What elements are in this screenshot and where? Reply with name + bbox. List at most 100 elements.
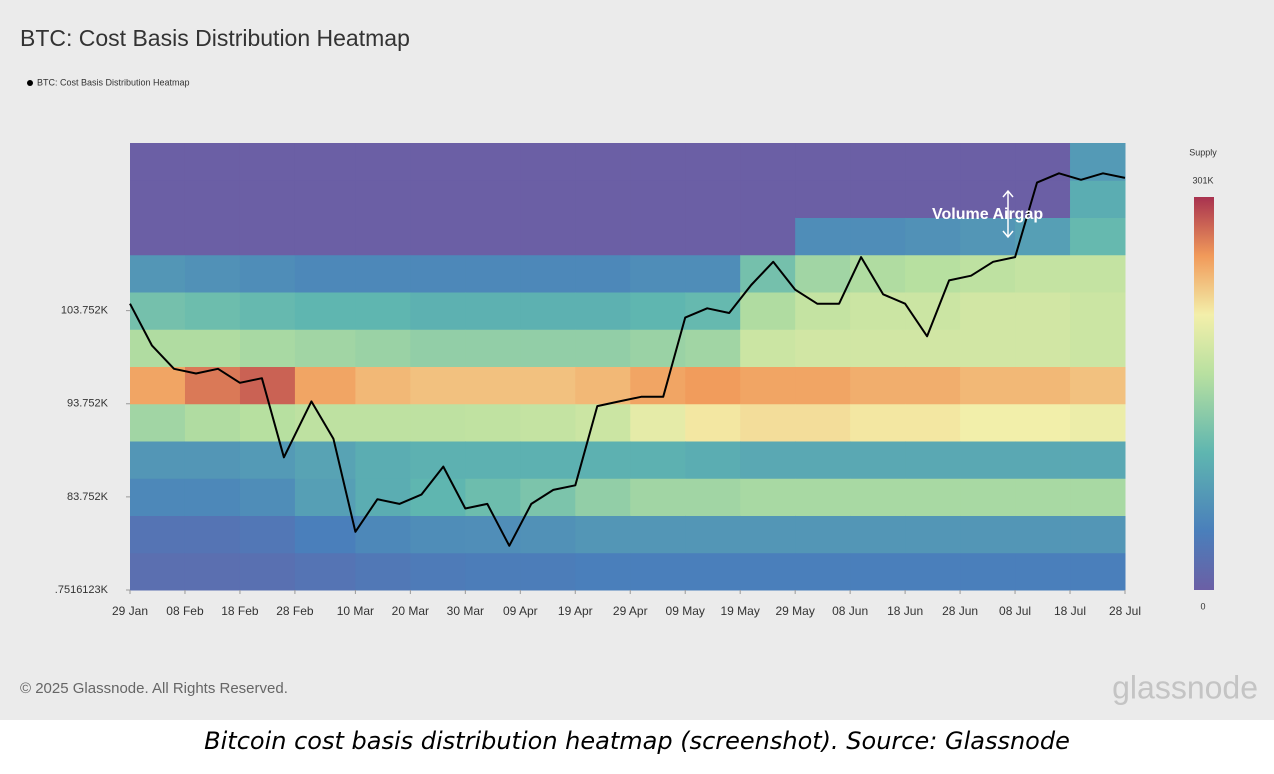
heatmap-cell — [960, 552, 1016, 591]
heatmap-cell — [410, 366, 466, 405]
heatmap-cell — [685, 515, 741, 554]
heatmap-cell — [850, 292, 906, 330]
heatmap-cell — [740, 143, 796, 181]
heatmap-cell — [355, 329, 411, 367]
heatmap-cell — [520, 180, 576, 218]
x-tick-label: 09 May — [666, 604, 705, 618]
heatmap-cell — [795, 552, 851, 591]
heatmap-cell — [355, 515, 411, 554]
heatmap-cell — [520, 329, 576, 367]
heatmap-cell — [960, 366, 1016, 405]
colorbar-title: Supply — [1189, 147, 1217, 157]
heatmap-cell — [465, 292, 521, 330]
heatmap-cell — [465, 478, 521, 516]
heatmap-cell — [294, 403, 356, 442]
heatmap-cell — [850, 366, 906, 405]
heatmap-cell — [130, 552, 186, 591]
heatmap-cell — [575, 143, 631, 181]
heatmap-cell — [1015, 403, 1071, 442]
heatmap-cell — [410, 403, 466, 442]
heatmap-cell — [239, 552, 296, 591]
heatmap-cell — [740, 552, 796, 591]
axes: .7516123K 83.752K 93.752K 103.752K 29 Jan 08 … — [55, 172, 1141, 618]
legend-label: BTC: Cost Basis Distribution Heatmap — [37, 77, 190, 87]
heatmap-cell — [355, 292, 411, 330]
heatmap-cell — [685, 254, 741, 293]
heatmap-cell — [465, 441, 521, 479]
heatmap-cell — [685, 180, 741, 218]
heatmap-cell — [850, 552, 906, 591]
footer: © 2025 Glassnode. All Rights Reserved. — [20, 680, 288, 697]
heatmap-cell — [410, 515, 466, 554]
heatmap-cell — [630, 217, 686, 256]
heatmap-cell — [355, 552, 411, 591]
heatmap-cell — [960, 217, 1016, 256]
heatmap-cell — [130, 329, 186, 367]
heatmap-cell — [465, 329, 521, 367]
heatmap — [130, 143, 1126, 591]
heatmap-cell — [795, 143, 851, 181]
caption: Bitcoin cost basis distribution heatmap … — [204, 727, 1070, 755]
heatmap-cell — [520, 515, 576, 554]
heatmap-cell — [294, 180, 356, 218]
heatmap-cell — [575, 254, 631, 293]
heatmap-cell — [1070, 254, 1126, 293]
heatmap-cell — [740, 180, 796, 218]
heatmap-cell — [294, 292, 356, 330]
heatmap-cell — [294, 478, 356, 516]
heatmap-cell — [960, 254, 1016, 293]
heatmap-cell — [184, 552, 241, 591]
heatmap-cell — [130, 254, 186, 293]
heatmap-cell — [239, 292, 296, 330]
heatmap-cell — [410, 143, 466, 181]
heatmap-cell — [1015, 329, 1071, 367]
heatmap-cell — [630, 403, 686, 442]
heatmap-cell — [685, 292, 741, 330]
heatmap-cell — [239, 478, 296, 516]
heatmap-cell — [520, 478, 576, 516]
heatmap-cell — [795, 254, 851, 293]
heatmap-cell — [1070, 515, 1126, 554]
heatmap-cell — [130, 143, 186, 181]
x-tick-label: 09 Apr — [503, 604, 538, 618]
heatmap-cell — [520, 552, 576, 591]
x-tick-label: 08 Jun — [832, 604, 868, 618]
heatmap-cell — [239, 217, 296, 256]
heatmap-cell — [294, 366, 356, 405]
heatmap-cell — [905, 478, 961, 516]
heatmap-cell — [960, 441, 1016, 479]
airgap-arrow — [1002, 189, 1014, 239]
x-tick-label: 19 Apr — [558, 604, 593, 618]
heatmap-cell — [850, 217, 906, 256]
heatmap-cell — [355, 403, 411, 442]
heatmap-cell — [1015, 515, 1071, 554]
heatmap-cell — [740, 217, 796, 256]
heatmap-cell — [575, 515, 631, 554]
heatmap-cell — [630, 180, 686, 218]
colorbar — [1194, 197, 1214, 590]
heatmap-cell — [630, 552, 686, 591]
heatmap-cell — [130, 180, 186, 218]
heatmap-cell — [1015, 552, 1071, 591]
heatmap-cell — [740, 515, 796, 554]
heatmap-cell — [1015, 478, 1071, 516]
heatmap-cell — [355, 217, 411, 256]
colorbar-tick-label: 301K — [1192, 175, 1213, 185]
heatmap-cell — [905, 441, 961, 479]
heatmap-cell — [465, 366, 521, 405]
heatmap-cell — [1015, 441, 1071, 479]
heatmap-cell — [905, 254, 961, 293]
heatmap-cell — [795, 366, 851, 405]
heatmap-cell — [685, 441, 741, 479]
legend-dot — [27, 80, 33, 86]
heatmap-cell — [239, 254, 296, 293]
heatmap-cell — [520, 292, 576, 330]
heatmap-cell — [184, 254, 241, 293]
chart-title: BTC: Cost Basis Distribution Heatmap — [20, 25, 410, 51]
heatmap-cell — [850, 329, 906, 367]
heatmap-cell — [239, 143, 296, 181]
heatmap-cell — [905, 552, 961, 591]
x-tick-label: 08 Jul — [999, 604, 1031, 618]
colorbar-tick-label: 0 — [1200, 601, 1205, 611]
